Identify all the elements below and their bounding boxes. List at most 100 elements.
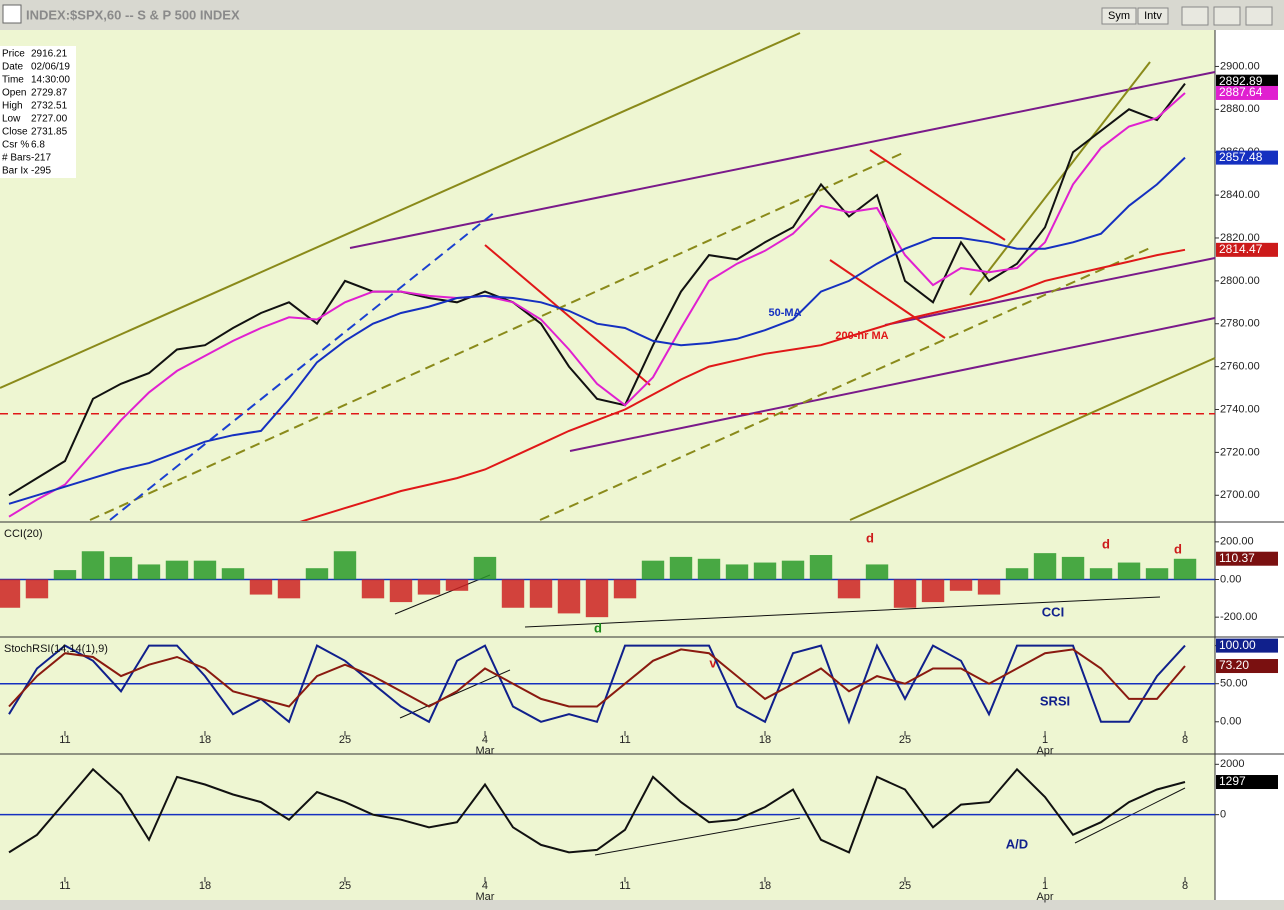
y-tick-label: 2800.00 [1220,275,1260,287]
bar [277,579,301,599]
status-bar [0,900,1284,910]
bar [949,579,973,591]
trend-line [569,317,1216,452]
trend-line [0,32,801,389]
info-value: 6.8 [31,140,45,151]
bar [501,579,525,608]
x-tick-label: 18 [199,734,211,746]
bar [725,564,749,580]
x-tick-label: 25 [339,880,351,892]
trend-line [849,357,1216,521]
minimize-button[interactable] [1181,6,1209,26]
x-tick-label: 8 [1182,734,1188,746]
app-icon [2,4,22,24]
info-value: 02/06/19 [31,62,70,73]
trend-line [349,71,1216,249]
info-value: 2732.51 [31,101,68,112]
value-badge-label: 2857.48 [1219,150,1263,164]
info-value: 14:30:00 [31,75,70,86]
month-label: Apr [1036,745,1053,757]
series-line [8,92,1186,518]
trend-line [884,257,1216,326]
bar [305,568,329,580]
value-badge-label: 2887.64 [1219,85,1263,99]
value-badge-label: 73.20 [1219,658,1249,672]
month-label: Mar [476,891,495,903]
bar [1145,568,1169,580]
annotation: d [1174,541,1182,556]
y-tick-label: 2840.00 [1220,189,1260,201]
bar [557,579,581,614]
series-line [8,648,1186,708]
info-value: -295 [31,166,51,177]
bar [109,556,133,580]
series-line [8,82,1186,497]
maximize-button[interactable] [1213,6,1241,26]
annotation: A/D [1006,836,1028,851]
bar [389,579,413,603]
sym-label[interactable]: Sym [1108,10,1130,22]
right-axis [1215,30,1284,900]
series-line [8,156,1186,505]
value-badge [1216,242,1278,257]
info-label: Price [2,49,25,60]
info-value: -217 [31,153,51,164]
month-label: Apr [1036,891,1053,903]
annotation: d [594,620,602,635]
x-tick-label: 1 [1042,734,1048,746]
panel-title: StochRSI(14,14(1),9) [4,643,108,655]
y-tick-label: 0.00 [1220,716,1241,728]
y-tick-label: 2740.00 [1220,403,1260,415]
intv-label[interactable]: Intv [1144,10,1162,22]
x-tick-label: 11 [59,734,70,746]
trend-line [594,817,801,856]
bar [473,556,497,580]
separators [0,30,1284,900]
info-label: Date [2,62,24,73]
value-badge-label: 100.00 [1219,638,1256,652]
series-label: 50-MA [768,307,801,319]
annotation: d [1102,536,1110,551]
bar [529,579,553,608]
plot-area [0,551,1215,618]
value-badge [1216,638,1278,653]
bar [1089,568,1113,580]
bar [249,579,273,595]
info-value: 2729.87 [31,88,68,99]
bar [641,560,665,580]
y-tick-label: 2700.00 [1220,489,1260,501]
bar [977,579,1001,595]
series-label: 200-hr MA [835,330,888,342]
window-title: INDEX:$SPX,60 -- S & P 500 INDEX [26,7,240,22]
intv-button[interactable] [1137,7,1169,25]
y-tick-label: 0 [1220,809,1226,821]
bar [1005,568,1029,580]
info-label: Low [2,114,21,125]
info-value: 2916.21 [31,49,68,60]
y-tick-label: 2760.00 [1220,361,1260,373]
series-line [8,643,1186,725]
bar [1033,553,1057,580]
y-tick-label: 2780.00 [1220,318,1260,330]
x-tick-label: 11 [619,734,630,746]
value-badge [1216,659,1278,674]
title-bar [0,0,1284,30]
y-tick-label: -200.00 [1220,611,1257,623]
bar [1117,562,1141,580]
info-value: 2731.85 [31,127,68,138]
bar [137,564,161,580]
value-badge-label: 2892.89 [1219,74,1263,88]
bar [25,579,49,599]
close-button[interactable] [1245,6,1273,26]
bar [753,562,777,580]
series-line [8,767,1186,854]
plot-area [0,767,1215,854]
x-tick-label: 11 [619,880,630,892]
sym-button[interactable] [1101,7,1137,25]
annotation: d [866,530,874,545]
info-label: High [2,101,23,112]
bar [1061,556,1085,580]
bar [781,560,805,580]
value-badge [1216,551,1278,566]
y-tick-label: 50.00 [1220,678,1248,690]
